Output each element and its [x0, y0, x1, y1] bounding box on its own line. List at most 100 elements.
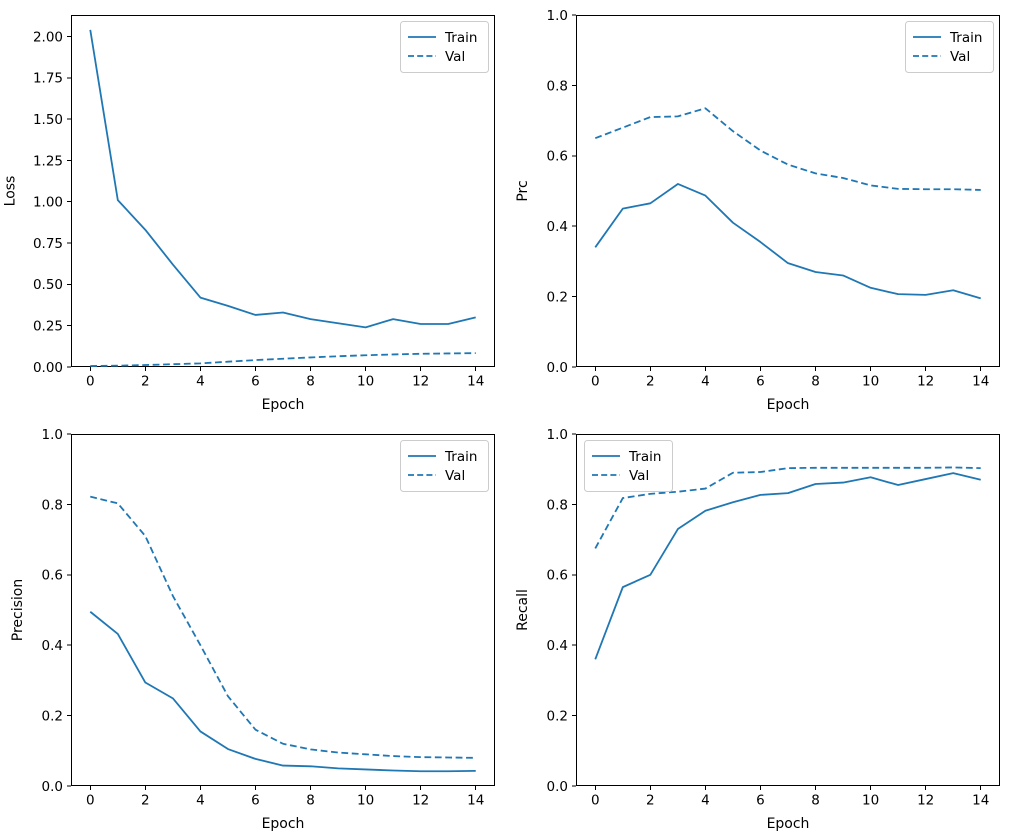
recall-subplot: 0 2 4 6 8 10 12 14 0.0 0.2 0.4 0.6 0.8 1.0 Epoch Recall…: [505, 419, 1010, 838]
x-tick-label: 6: [756, 793, 765, 809]
x-tick-label: 12: [412, 793, 429, 809]
legend-box: [400, 440, 489, 492]
y-tick-label: 0.4: [547, 219, 568, 235]
x-tick-label: 6: [251, 793, 260, 809]
loss-subplot: 0 2 4 6 8 10 12 14 0.00 0.25 0.50 0.75 1.00 1.25 1.50 1…: [0, 0, 505, 419]
y-tick-label: 0.2: [42, 708, 63, 724]
y-tick-label: 1.75: [33, 71, 63, 87]
train-line: [594, 183, 981, 300]
y-tick-label: 0.8: [547, 497, 568, 513]
x-axis-label: Epoch: [767, 816, 810, 832]
y-tick-label: 0.0: [547, 360, 568, 376]
y-tick-label: 0.6: [547, 149, 568, 165]
val-line: [90, 352, 476, 367]
x-tick-label: 2: [141, 374, 150, 390]
x-tick-label: 12: [917, 374, 934, 390]
y-tick-label: 0.6: [42, 568, 63, 584]
y-tick-label: 0.2: [547, 289, 568, 305]
y-tick-label: 0.8: [547, 78, 568, 94]
x-tick-label: 10: [357, 793, 374, 809]
y-tick-label: 1.50: [33, 112, 63, 128]
x-tick-label: 4: [701, 374, 710, 390]
y-tick-label: 0.6: [547, 568, 568, 584]
axes-box: [576, 15, 1000, 367]
x-tick-label: 0: [591, 793, 600, 809]
x-tick-label: 14: [972, 374, 989, 390]
y-tick-label: 0.00: [33, 360, 63, 376]
x-tick-label: 0: [591, 374, 600, 390]
x-tick-label: 6: [756, 374, 765, 390]
precision-chart-canvas: 0 2 4 6 8 10 12 14 0.0 0.2 0.4 0.6 0.8 1.0 Epoch Precis…: [10, 427, 495, 832]
legend-val-label: Val: [445, 468, 465, 484]
x-tick-label: 8: [306, 793, 315, 809]
x-axis-label: Epoch: [767, 397, 810, 413]
x-tick-label: 10: [862, 374, 879, 390]
val-line: [594, 107, 981, 191]
y-tick-label: 0.8: [42, 497, 63, 513]
y-axis-label: Loss: [2, 176, 18, 207]
y-tick-label: 1.00: [33, 195, 63, 211]
x-tick-label: 0: [86, 374, 95, 390]
loss-chart-canvas: 0 2 4 6 8 10 12 14 0.00 0.25 0.50 0.75 1.00 1.25 1.50 1…: [2, 15, 495, 413]
y-tick-label: 1.0: [42, 427, 63, 443]
x-axis-label: Epoch: [262, 397, 305, 413]
recall-chart-canvas: 0 2 4 6 8 10 12 14 0.0 0.2 0.4 0.6 0.8 1.0 Epoch Recall…: [515, 427, 1000, 832]
train-line: [89, 611, 476, 773]
legend-box: [400, 21, 489, 73]
y-tick-label: 0.2: [547, 708, 568, 724]
train-line: [594, 472, 981, 660]
y-tick-label: 1.0: [547, 8, 568, 24]
x-tick-label: 10: [357, 374, 374, 390]
prc-subplot: 0 2 4 6 8 10 12 14 0.0 0.2 0.4 0.6 0.8 1.0 Epoch Prc Tra…: [505, 0, 1010, 419]
legend-train-label: Train: [444, 449, 477, 465]
legend-val-label: Val: [950, 49, 970, 65]
legend-val-label: Val: [629, 468, 649, 484]
x-tick-label: 4: [196, 374, 205, 390]
y-tick-label: 1.25: [33, 153, 63, 169]
x-tick-label: 6: [251, 374, 260, 390]
x-tick-label: 12: [917, 793, 934, 809]
legend-train-label: Train: [949, 30, 982, 46]
val-line: [90, 495, 476, 759]
legend-train-label: Train: [444, 30, 477, 46]
legend-train-label: Train: [628, 449, 661, 465]
x-tick-label: 2: [646, 374, 655, 390]
x-tick-label: 2: [141, 793, 150, 809]
x-tick-label: 12: [412, 374, 429, 390]
y-tick-label: 0.25: [33, 319, 63, 335]
y-tick-label: 0.75: [33, 236, 63, 252]
x-tick-label: 8: [306, 374, 315, 390]
x-tick-label: 14: [972, 793, 989, 809]
y-axis-label: Precision: [10, 579, 26, 641]
prc-chart-canvas: 0 2 4 6 8 10 12 14 0.0 0.2 0.4 0.6 0.8 1.0 Epoch Prc Tra…: [515, 8, 1000, 413]
val-line: [594, 466, 981, 549]
y-tick-label: 1.0: [547, 427, 568, 443]
legend-box: [584, 440, 673, 492]
axes-box: [576, 434, 1000, 786]
y-axis-label: Recall: [515, 589, 531, 631]
legend-box: [905, 21, 994, 73]
x-tick-label: 14: [467, 374, 484, 390]
x-tick-label: 4: [701, 793, 710, 809]
x-axis-label: Epoch: [262, 816, 305, 832]
axes-box: [71, 434, 495, 786]
y-tick-label: 0.0: [547, 779, 568, 795]
y-tick-label: 0.4: [42, 638, 63, 654]
x-tick-label: 8: [811, 374, 820, 390]
x-tick-label: 8: [811, 793, 820, 809]
legend-val-label: Val: [445, 49, 465, 65]
x-tick-label: 10: [862, 793, 879, 809]
train-line: [89, 29, 476, 329]
precision-subplot: 0 2 4 6 8 10 12 14 0.0 0.2 0.4 0.6 0.8 1.0 Epoch Precis…: [0, 419, 505, 838]
y-axis-label: Prc: [515, 180, 531, 201]
axes-box: [71, 15, 495, 367]
x-tick-label: 4: [196, 793, 205, 809]
x-tick-label: 0: [86, 793, 95, 809]
y-tick-label: 0.50: [33, 277, 63, 293]
x-tick-label: 14: [467, 793, 484, 809]
y-tick-label: 0.0: [42, 779, 63, 795]
y-tick-label: 0.4: [547, 638, 568, 654]
y-tick-label: 2.00: [33, 29, 63, 45]
x-tick-label: 2: [646, 793, 655, 809]
